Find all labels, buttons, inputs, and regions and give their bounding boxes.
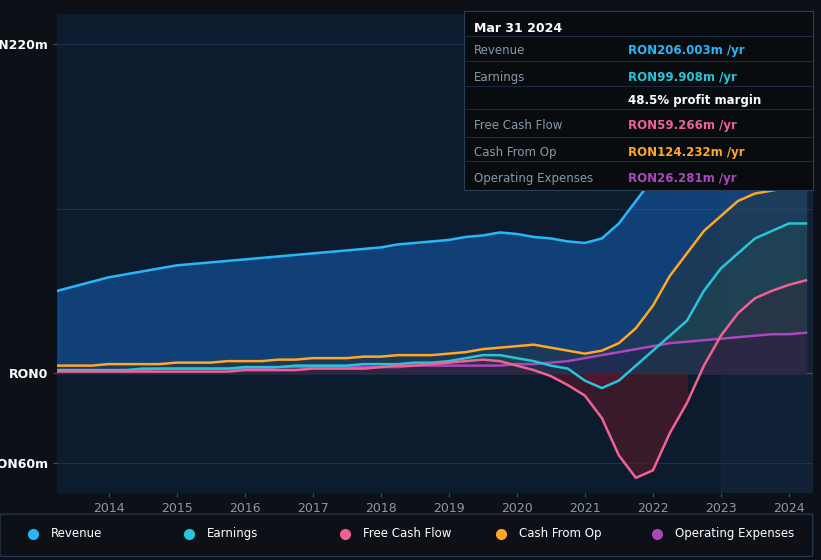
Text: RON124.232m /yr: RON124.232m /yr <box>628 147 745 160</box>
Text: RON26.281m /yr: RON26.281m /yr <box>628 172 736 185</box>
Text: Operating Expenses: Operating Expenses <box>475 172 594 185</box>
Text: Earnings: Earnings <box>207 528 259 540</box>
Bar <box>721 14 816 493</box>
Text: RON99.908m /yr: RON99.908m /yr <box>628 71 736 84</box>
Text: Cash From Op: Cash From Op <box>519 528 601 540</box>
Text: Revenue: Revenue <box>475 44 525 57</box>
Text: Free Cash Flow: Free Cash Flow <box>475 119 562 132</box>
Text: Operating Expenses: Operating Expenses <box>675 528 794 540</box>
Text: 48.5% profit margin: 48.5% profit margin <box>628 94 761 106</box>
Text: Free Cash Flow: Free Cash Flow <box>363 528 452 540</box>
Text: Cash From Op: Cash From Op <box>475 147 557 160</box>
Text: Mar 31 2024: Mar 31 2024 <box>475 22 562 35</box>
Text: Revenue: Revenue <box>51 528 103 540</box>
Text: RON59.266m /yr: RON59.266m /yr <box>628 119 736 132</box>
Text: RON206.003m /yr: RON206.003m /yr <box>628 44 745 57</box>
Text: Earnings: Earnings <box>475 71 525 84</box>
